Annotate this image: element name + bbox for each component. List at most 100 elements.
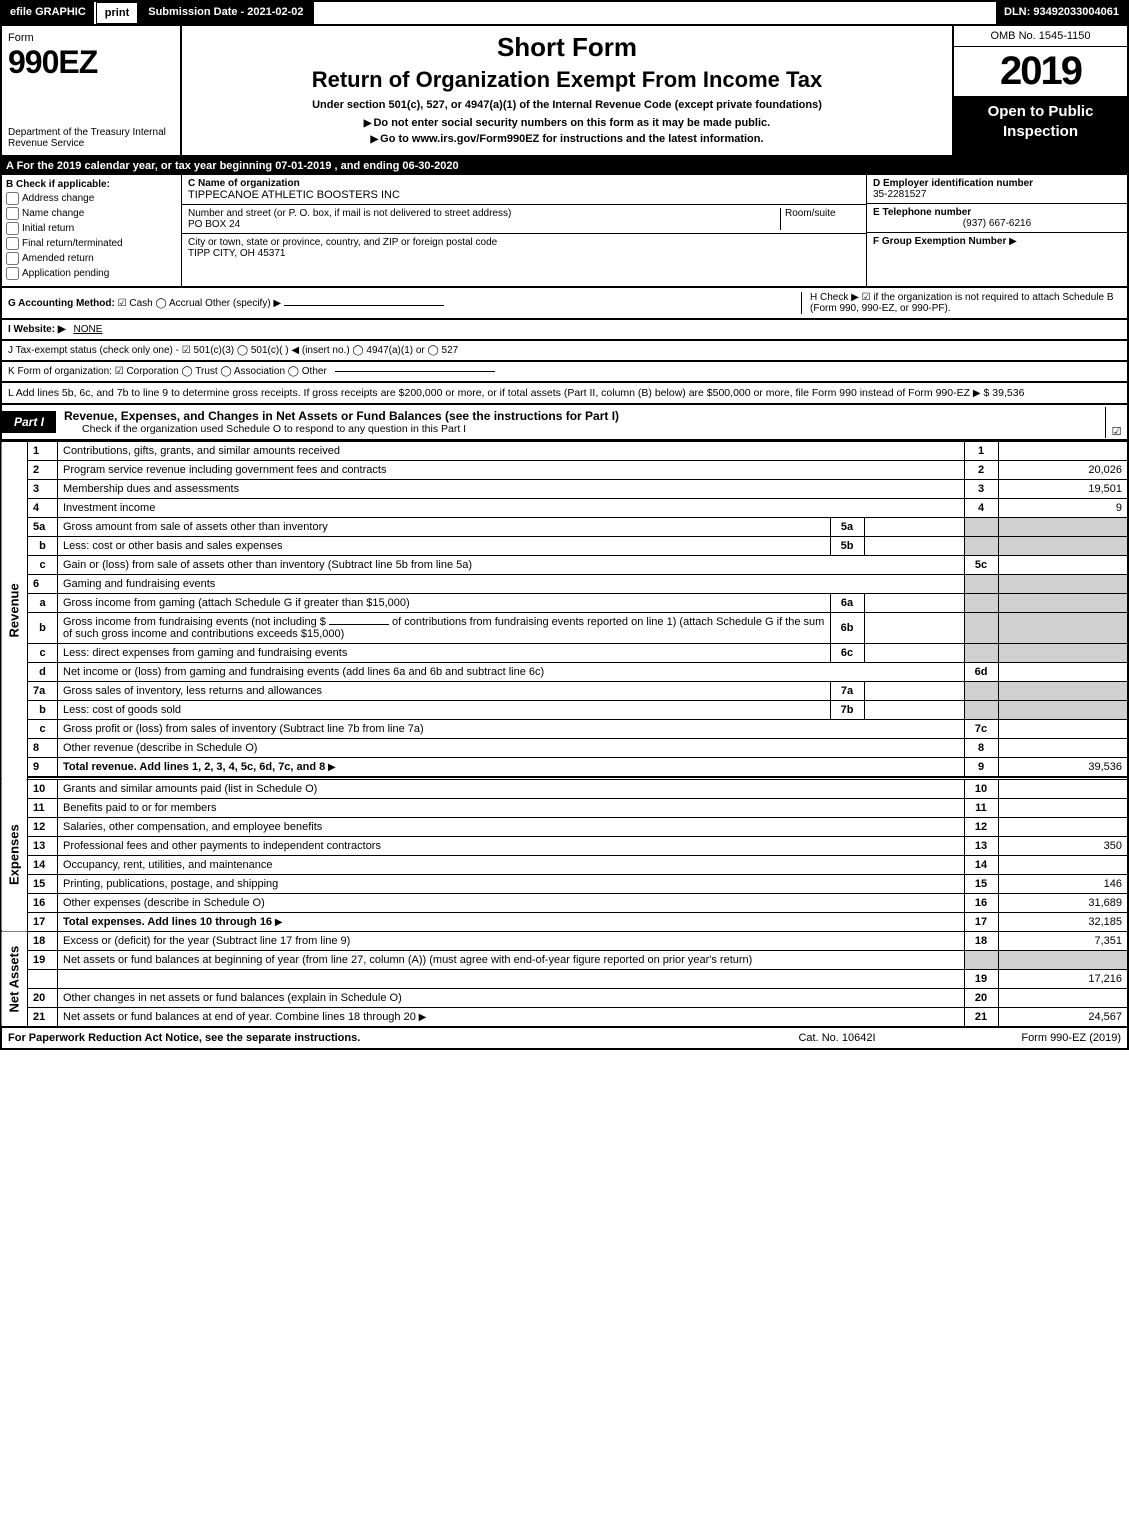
part1-header: Part I Revenue, Expenses, and Changes in… xyxy=(0,405,1129,441)
checkbox-amended-return[interactable]: Amended return xyxy=(6,252,177,265)
sub-value xyxy=(864,594,964,613)
group-exemption-label: F Group Exemption Number xyxy=(873,236,1006,247)
line-num: 12 xyxy=(28,817,58,836)
sub-ref: 5a xyxy=(830,518,864,537)
line-value: 32,185 xyxy=(998,912,1128,931)
line-desc: Other expenses (describe in Schedule O) xyxy=(58,893,965,912)
line-desc: Less: direct expenses from gaming and fu… xyxy=(58,644,831,663)
line-value: 9 xyxy=(998,499,1128,518)
line-ref: 15 xyxy=(964,874,998,893)
form-header: Form 990EZ Department of the Treasury In… xyxy=(0,26,1129,157)
city-label: City or town, state or province, country… xyxy=(188,237,860,248)
group-exemption-cell: F Group Exemption Number ▶ xyxy=(867,233,1127,250)
city-cell: City or town, state or province, country… xyxy=(182,234,866,262)
line-num: 14 xyxy=(28,855,58,874)
schedule-o-checkbox[interactable]: ☑ xyxy=(1105,407,1127,438)
topbar-left: efile GRAPHIC print Submission Date - 20… xyxy=(2,2,314,24)
line-value-shade xyxy=(998,575,1128,594)
line-num: a xyxy=(28,594,58,613)
line-num: 18 xyxy=(28,931,58,950)
gross-receipts-amount: $ 39,536 xyxy=(984,387,1025,399)
line-desc: Net assets or fund balances at end of ye… xyxy=(58,1007,965,1027)
line-desc: Excess or (deficit) for the year (Subtra… xyxy=(58,931,965,950)
org-name-cell: C Name of organization TIPPECANOE ATHLET… xyxy=(182,175,866,205)
department-label: Department of the Treasury Internal Reve… xyxy=(8,127,174,149)
line-desc: Contributions, gifts, grants, and simila… xyxy=(58,442,965,461)
line-num: b xyxy=(28,701,58,720)
cash-label: Cash xyxy=(129,298,152,309)
checkbox-label: Application pending xyxy=(22,268,109,279)
sub-value xyxy=(864,537,964,556)
section-j: J Tax-exempt status (check only one) - ☑… xyxy=(0,341,1129,362)
other-specify[interactable]: Other (specify) ▶ xyxy=(205,298,444,309)
line-ref: 5c xyxy=(964,556,998,575)
line-ref-shade xyxy=(964,701,998,720)
line-desc: Grants and similar amounts paid (list in… xyxy=(58,779,965,798)
line-num: 2 xyxy=(28,461,58,480)
form-label: Form xyxy=(8,32,174,44)
checkbox-cash[interactable]: ☑ Cash xyxy=(118,298,153,309)
line-desc: Gaming and fundraising events xyxy=(58,575,965,594)
checkbox-name-change[interactable]: Name change xyxy=(6,207,177,220)
line-num: 21 xyxy=(28,1007,58,1027)
line-ref-shade xyxy=(964,575,998,594)
line-value: 7,351 xyxy=(998,931,1128,950)
line-value xyxy=(998,720,1128,739)
line-value: 17,216 xyxy=(998,969,1128,988)
line-value-shade xyxy=(998,701,1128,720)
room-suite-label: Room/suite xyxy=(780,208,860,230)
accounting-method-label: G Accounting Method: xyxy=(8,298,115,309)
line-num: b xyxy=(28,613,58,644)
total-revenue-label: Total revenue. Add lines 1, 2, 3, 4, 5c,… xyxy=(63,761,325,773)
line-num: 6 xyxy=(28,575,58,594)
checkbox-accrual[interactable]: ◯ Accrual xyxy=(156,298,203,309)
checkbox-application-pending[interactable]: Application pending xyxy=(6,267,177,280)
line-ref-shade xyxy=(964,950,998,969)
website-value: NONE xyxy=(74,324,103,335)
website-label: I Website: ▶ xyxy=(8,324,66,335)
line-ref: 6d xyxy=(964,663,998,682)
revenue-section-label: Revenue xyxy=(1,442,28,780)
checkbox-label: Name change xyxy=(22,208,84,219)
line-desc: Membership dues and assessments xyxy=(58,480,965,499)
print-button[interactable]: print xyxy=(96,2,138,24)
line-value xyxy=(998,988,1128,1007)
efile-graphic-button[interactable]: efile GRAPHIC xyxy=(2,2,96,24)
line-ref-shade xyxy=(964,682,998,701)
top-bar: efile GRAPHIC print Submission Date - 20… xyxy=(0,0,1129,26)
line-num: 8 xyxy=(28,739,58,758)
checkbox-final-return[interactable]: Final return/terminated xyxy=(6,237,177,250)
checkbox-label: Address change xyxy=(22,193,94,204)
checkbox-address-change[interactable]: Address change xyxy=(6,192,177,205)
line-6b-text1: Gross income from fundraising events (no… xyxy=(63,616,326,628)
omb-number: OMB No. 1545-1150 xyxy=(954,26,1127,47)
line-value: 350 xyxy=(998,836,1128,855)
line-num: 20 xyxy=(28,988,58,1007)
line-num: 16 xyxy=(28,893,58,912)
line-num: 3 xyxy=(28,480,58,499)
line-ref: 20 xyxy=(964,988,998,1007)
section-l: L Add lines 5b, 6c, and 7b to line 9 to … xyxy=(0,383,1129,405)
part1-title: Revenue, Expenses, and Changes in Net As… xyxy=(56,405,1105,439)
ssn-warning: Do not enter social security numbers on … xyxy=(192,117,942,129)
line-ref: 12 xyxy=(964,817,998,836)
line-value xyxy=(998,556,1128,575)
goto-instructions[interactable]: Go to www.irs.gov/Form990EZ for instruct… xyxy=(192,133,942,145)
line-desc: Other changes in net assets or fund bala… xyxy=(58,988,965,1007)
tax-exempt-status: J Tax-exempt status (check only one) - ☑… xyxy=(8,345,458,356)
line-desc: Professional fees and other payments to … xyxy=(58,836,965,855)
line-value: 31,689 xyxy=(998,893,1128,912)
code-subtitle: Under section 501(c), 527, or 4947(a)(1)… xyxy=(192,99,942,111)
line-ref: 18 xyxy=(964,931,998,950)
submission-date-button[interactable]: Submission Date - 2021-02-02 xyxy=(138,2,313,24)
line-ref-shade xyxy=(964,594,998,613)
checkbox-initial-return[interactable]: Initial return xyxy=(6,222,177,235)
netassets-section-label: Net Assets xyxy=(1,931,28,1027)
line-ref: 16 xyxy=(964,893,998,912)
ein-value: 35-2281527 xyxy=(873,189,1121,200)
page-footer: For Paperwork Reduction Act Notice, see … xyxy=(0,1028,1129,1050)
section-c: C Name of organization TIPPECANOE ATHLET… xyxy=(182,175,867,286)
section-k: K Form of organization: ☑ Corporation ◯ … xyxy=(0,362,1129,383)
line-value-shade xyxy=(998,537,1128,556)
line-desc: Less: cost or other basis and sales expe… xyxy=(58,537,831,556)
